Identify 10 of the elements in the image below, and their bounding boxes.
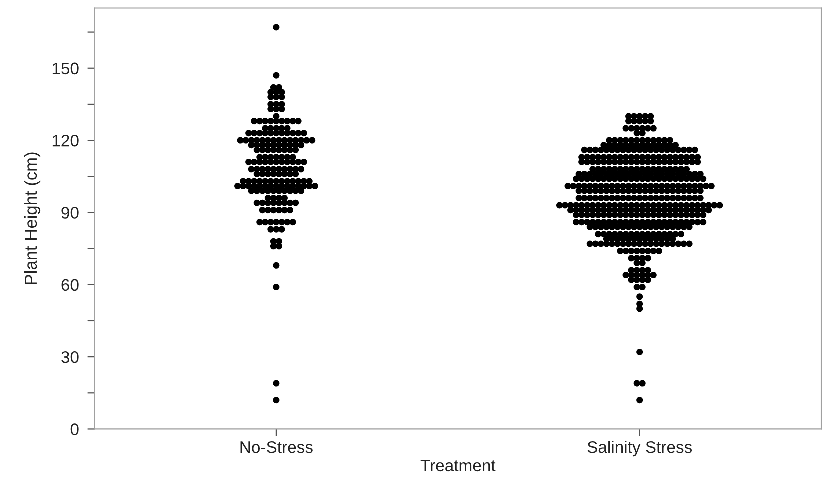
x-axis-title: Treatment xyxy=(420,460,496,472)
x-tick-label: No-Stress xyxy=(240,441,313,454)
x-tick-label: Salinity Stress xyxy=(588,441,692,457)
y-axis-title: Plant Height (cm) xyxy=(24,152,41,284)
y-tick-label: 120 xyxy=(52,134,79,147)
y-tick-label: 150 xyxy=(52,62,79,75)
y-tick-label: 30 xyxy=(62,351,79,364)
y-tick-label: 90 xyxy=(62,207,79,219)
y-tick-label: 0 xyxy=(70,424,79,436)
y-tick-label: 60 xyxy=(62,279,79,292)
